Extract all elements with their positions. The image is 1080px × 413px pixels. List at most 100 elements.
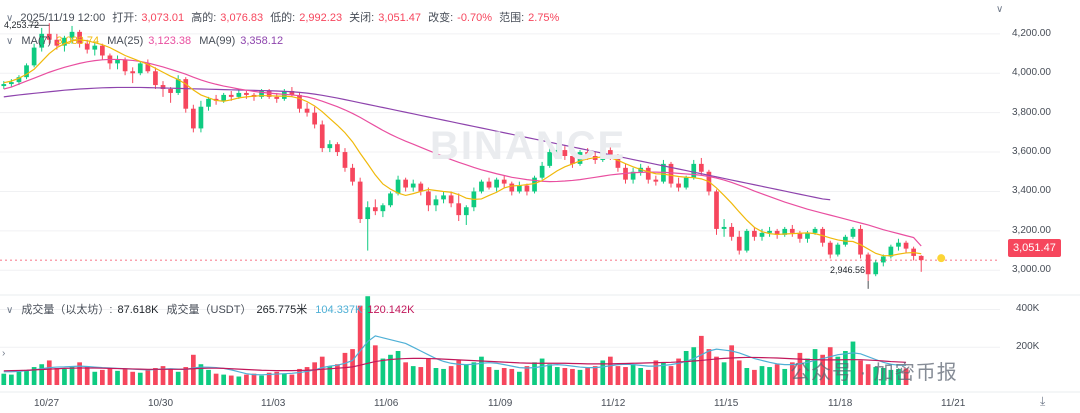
volume-bar bbox=[600, 360, 606, 385]
volume-bar bbox=[729, 345, 735, 385]
volume-bar bbox=[319, 356, 325, 385]
candle-body bbox=[289, 90, 295, 95]
volume-collapse-chevron-icon[interactable]: ∨ bbox=[6, 305, 14, 316]
volume-bar bbox=[554, 367, 560, 385]
side-expand-arrow-icon[interactable]: › bbox=[2, 348, 6, 359]
candle-body bbox=[532, 177, 537, 192]
volume-bar bbox=[433, 368, 439, 385]
scroll-to-latest-icon[interactable]: ⤓ bbox=[1040, 394, 1046, 408]
volume-bar bbox=[175, 371, 181, 385]
volume-bar bbox=[342, 352, 348, 385]
low-value: 2,992.23 bbox=[299, 12, 343, 24]
volume-bar bbox=[441, 368, 446, 385]
volume-bar bbox=[683, 351, 689, 385]
volume-usdt-value: 265.775米 bbox=[256, 304, 308, 316]
ma25-label: MA(25) bbox=[107, 35, 144, 47]
candle-body bbox=[554, 150, 560, 153]
candle-body bbox=[729, 226, 735, 237]
candle-body bbox=[77, 31, 82, 44]
settings-menu-icon[interactable]: ∨ bbox=[996, 4, 1004, 15]
candle-body bbox=[190, 108, 196, 129]
volume-bar bbox=[789, 362, 795, 385]
candle-body bbox=[456, 203, 462, 216]
price-tick-label: 3,600.00 bbox=[1012, 146, 1051, 158]
candle-body bbox=[888, 246, 894, 257]
volume-bar bbox=[198, 364, 204, 385]
volume-bar bbox=[289, 374, 295, 385]
candle-body bbox=[433, 199, 439, 206]
volume-bar bbox=[903, 368, 909, 385]
volume-bar bbox=[327, 366, 333, 385]
volume-bar bbox=[130, 371, 136, 385]
candle-body bbox=[827, 242, 833, 255]
collapse-chevron-icon[interactable]: ∨ bbox=[6, 13, 14, 24]
volume-bar bbox=[251, 373, 257, 385]
candle-body bbox=[744, 230, 750, 251]
candle-body bbox=[335, 144, 340, 153]
high-value: 3,076.83 bbox=[220, 12, 264, 24]
volume-bar bbox=[388, 354, 393, 385]
volume-bar bbox=[46, 360, 52, 385]
volume-bar bbox=[850, 341, 856, 385]
candle-body bbox=[494, 179, 499, 188]
volume-bar bbox=[84, 367, 90, 385]
candle-body bbox=[630, 171, 636, 180]
candle-body bbox=[100, 45, 105, 56]
volume-bar bbox=[24, 369, 29, 385]
volume-bar bbox=[774, 364, 780, 385]
volume-bar bbox=[418, 367, 424, 385]
volume-bar bbox=[691, 347, 697, 385]
volume-usdt-label: 成交量（USDT） bbox=[166, 304, 252, 316]
volume-bar bbox=[221, 374, 227, 385]
candle-body bbox=[880, 256, 886, 263]
volume-bar bbox=[843, 351, 848, 385]
candle-body bbox=[797, 232, 803, 239]
candle-body bbox=[517, 185, 522, 192]
time-tick-label: 10/30 bbox=[148, 398, 174, 409]
volume-bar bbox=[873, 367, 879, 385]
volume-bar bbox=[532, 362, 537, 385]
ma-collapse-chevron-icon[interactable]: ∨ bbox=[6, 36, 14, 47]
volume-bar bbox=[570, 368, 575, 385]
volume-eth-value: 87.618K bbox=[117, 304, 159, 316]
candle-body bbox=[122, 59, 128, 72]
volume-bar bbox=[607, 356, 613, 385]
candle-body bbox=[524, 185, 530, 192]
time-tick-label: 11/03 bbox=[261, 398, 286, 409]
volume-bar bbox=[888, 369, 894, 385]
volume-ma-long-value: 120.142K bbox=[367, 304, 415, 316]
candle-body bbox=[16, 77, 22, 83]
range-label: 范围: bbox=[499, 12, 525, 24]
volume-bar bbox=[312, 362, 318, 385]
volume-bar bbox=[668, 366, 674, 385]
volume-bar bbox=[835, 356, 841, 385]
volume-bar bbox=[403, 362, 408, 385]
price-tick-label: 4,000.00 bbox=[1012, 67, 1051, 79]
ma99-value: 3,358.12 bbox=[240, 35, 284, 47]
volume-bar bbox=[153, 368, 158, 385]
volume-bar bbox=[183, 367, 189, 385]
time-tick-label: 10/27 bbox=[34, 398, 60, 409]
candle-body bbox=[410, 183, 416, 188]
candle-body bbox=[873, 262, 879, 275]
volume-bar bbox=[736, 360, 742, 385]
candle-body bbox=[92, 45, 98, 50]
volume-bar bbox=[486, 367, 492, 385]
candle-body bbox=[698, 163, 704, 172]
ma-legend: ∨ MA(7) 3,083.74 MA(25) 3,123.38 MA(99) 3,3… bbox=[6, 35, 288, 47]
high-label: 高的: bbox=[191, 12, 217, 24]
volume-bar bbox=[623, 367, 628, 385]
volume-bar bbox=[115, 370, 120, 385]
candle-body bbox=[350, 167, 355, 182]
volume-bar bbox=[494, 369, 499, 385]
volume-bar bbox=[896, 368, 901, 385]
candle-body bbox=[539, 165, 545, 178]
candle-body bbox=[896, 242, 901, 247]
candle-body bbox=[84, 43, 90, 50]
volume-bar bbox=[31, 367, 37, 385]
volume-bar bbox=[395, 351, 401, 385]
candle-body bbox=[183, 79, 189, 109]
volume-bar bbox=[335, 364, 340, 385]
time-tick-label: 11/18 bbox=[828, 398, 853, 409]
